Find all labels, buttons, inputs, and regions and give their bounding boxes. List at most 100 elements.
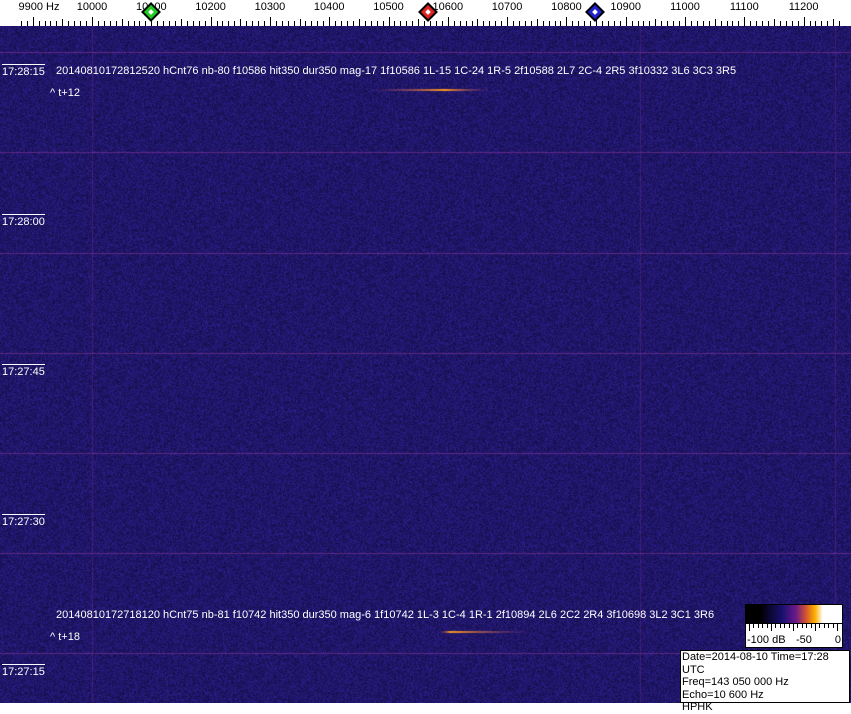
frequency-tick	[810, 21, 811, 26]
time-label: 17:28:00	[2, 214, 45, 228]
frequency-tick	[217, 21, 218, 26]
frequency-tick	[483, 21, 484, 26]
waterfall-spectrogram[interactable]	[0, 26, 851, 703]
colorbar-tick	[779, 624, 781, 628]
frequency-tick	[436, 21, 437, 26]
frequency-tick	[691, 21, 692, 26]
frequency-tick	[655, 19, 656, 26]
colorbar-label: -100 dB	[747, 634, 786, 646]
frequency-tick	[228, 21, 229, 26]
frequency-tick	[377, 21, 378, 26]
frequency-label: 11200	[788, 1, 819, 13]
frequency-tick	[667, 21, 668, 26]
frequency-tick	[347, 21, 348, 26]
frequency-tick	[821, 21, 822, 26]
frequency-tick	[240, 19, 241, 26]
colorbar-tick	[823, 624, 825, 628]
colorbar-tick	[753, 624, 755, 628]
colorbar-tick	[749, 624, 750, 631]
frequency-tick	[270, 17, 271, 26]
colorbar-tick	[810, 624, 812, 628]
frequency-tick	[98, 21, 99, 26]
colorbar-tick	[832, 624, 834, 628]
colorbar-label: -50	[796, 634, 812, 646]
frequency-tick	[632, 21, 633, 26]
frequency-tick	[768, 21, 769, 26]
frequency-tick	[389, 17, 390, 26]
frequency-tick	[33, 17, 34, 26]
frequency-tick	[39, 21, 40, 26]
frequency-tick	[116, 21, 117, 26]
colorbar-tick	[837, 624, 838, 631]
frequency-tick	[45, 21, 46, 26]
frequency-tick	[721, 21, 722, 26]
frequency-tick	[774, 19, 775, 26]
frequency-tick	[495, 21, 496, 26]
frequency-tick	[50, 21, 51, 26]
frequency-tick	[365, 21, 366, 26]
time-label: 17:27:30	[2, 514, 45, 528]
frequency-tick	[750, 21, 751, 26]
frequency-tick	[501, 21, 502, 26]
frequency-tick	[703, 21, 704, 26]
blue-marker-icon[interactable]	[584, 2, 605, 22]
time-label: 17:27:15	[2, 664, 45, 678]
frequency-tick	[317, 21, 318, 26]
frequency-tick	[430, 21, 431, 26]
frequency-tick	[92, 17, 93, 26]
colorbar-tick	[757, 624, 759, 628]
frequency-tick	[549, 21, 550, 26]
frequency-tick	[454, 21, 455, 26]
frequency-tick	[341, 21, 342, 26]
frequency-axis[interactable]: 9900 Hz100001010010200103001040010500106…	[0, 0, 851, 26]
frequency-tick	[311, 21, 312, 26]
frequency-tick	[329, 17, 330, 26]
frequency-tick	[697, 21, 698, 26]
frequency-tick	[578, 21, 579, 26]
colorbar: -100 dB -50 0	[745, 604, 843, 648]
frequency-tick	[643, 21, 644, 26]
frequency-tick	[187, 21, 188, 26]
colorbar-tick	[762, 624, 764, 628]
frequency-tick	[104, 21, 105, 26]
frequency-label: 10900	[610, 1, 641, 13]
frequency-tick	[412, 21, 413, 26]
frequency-tick	[74, 21, 75, 26]
frequency-tick	[489, 21, 490, 26]
frequency-label: 11100	[729, 1, 759, 13]
echo-frequency: Echo=10 600 Hz	[682, 688, 764, 701]
frequency-tick	[252, 21, 253, 26]
frequency-tick	[234, 21, 235, 26]
frequency-label: 10700	[491, 1, 523, 13]
colorbar-tick	[801, 624, 803, 628]
frequency-tick	[780, 21, 781, 26]
frequency-tick	[513, 21, 514, 26]
frequency-tick	[128, 21, 129, 26]
frequency-label: 10500	[373, 1, 404, 13]
frequency-tick	[27, 21, 28, 26]
frequency-tick	[305, 21, 306, 26]
frequency-label: 9900 Hz	[18, 1, 60, 13]
frequency-tick	[122, 19, 123, 26]
frequency-tick	[572, 21, 573, 26]
time-label: 17:27:45	[2, 364, 45, 378]
frequency-tick	[424, 21, 425, 26]
frequency-tick	[555, 21, 556, 26]
frequency-tick	[460, 21, 461, 26]
frequency-tick	[798, 21, 799, 26]
frequency-label: 10600	[432, 1, 464, 13]
frequency-tick	[56, 21, 57, 26]
colorbar-gradient	[746, 605, 842, 623]
frequency-tick	[335, 21, 336, 26]
frequency-tick	[827, 21, 828, 26]
frequency-tick	[804, 17, 805, 26]
colorbar-tick	[788, 624, 790, 628]
frequency-label: 10800	[551, 1, 582, 13]
frequency-tick	[833, 19, 834, 26]
frequency-tick	[86, 21, 87, 26]
frequency-tick	[839, 21, 840, 26]
frequency-tick	[661, 21, 662, 26]
frequency-tick	[193, 21, 194, 26]
frequency-tick	[163, 21, 164, 26]
